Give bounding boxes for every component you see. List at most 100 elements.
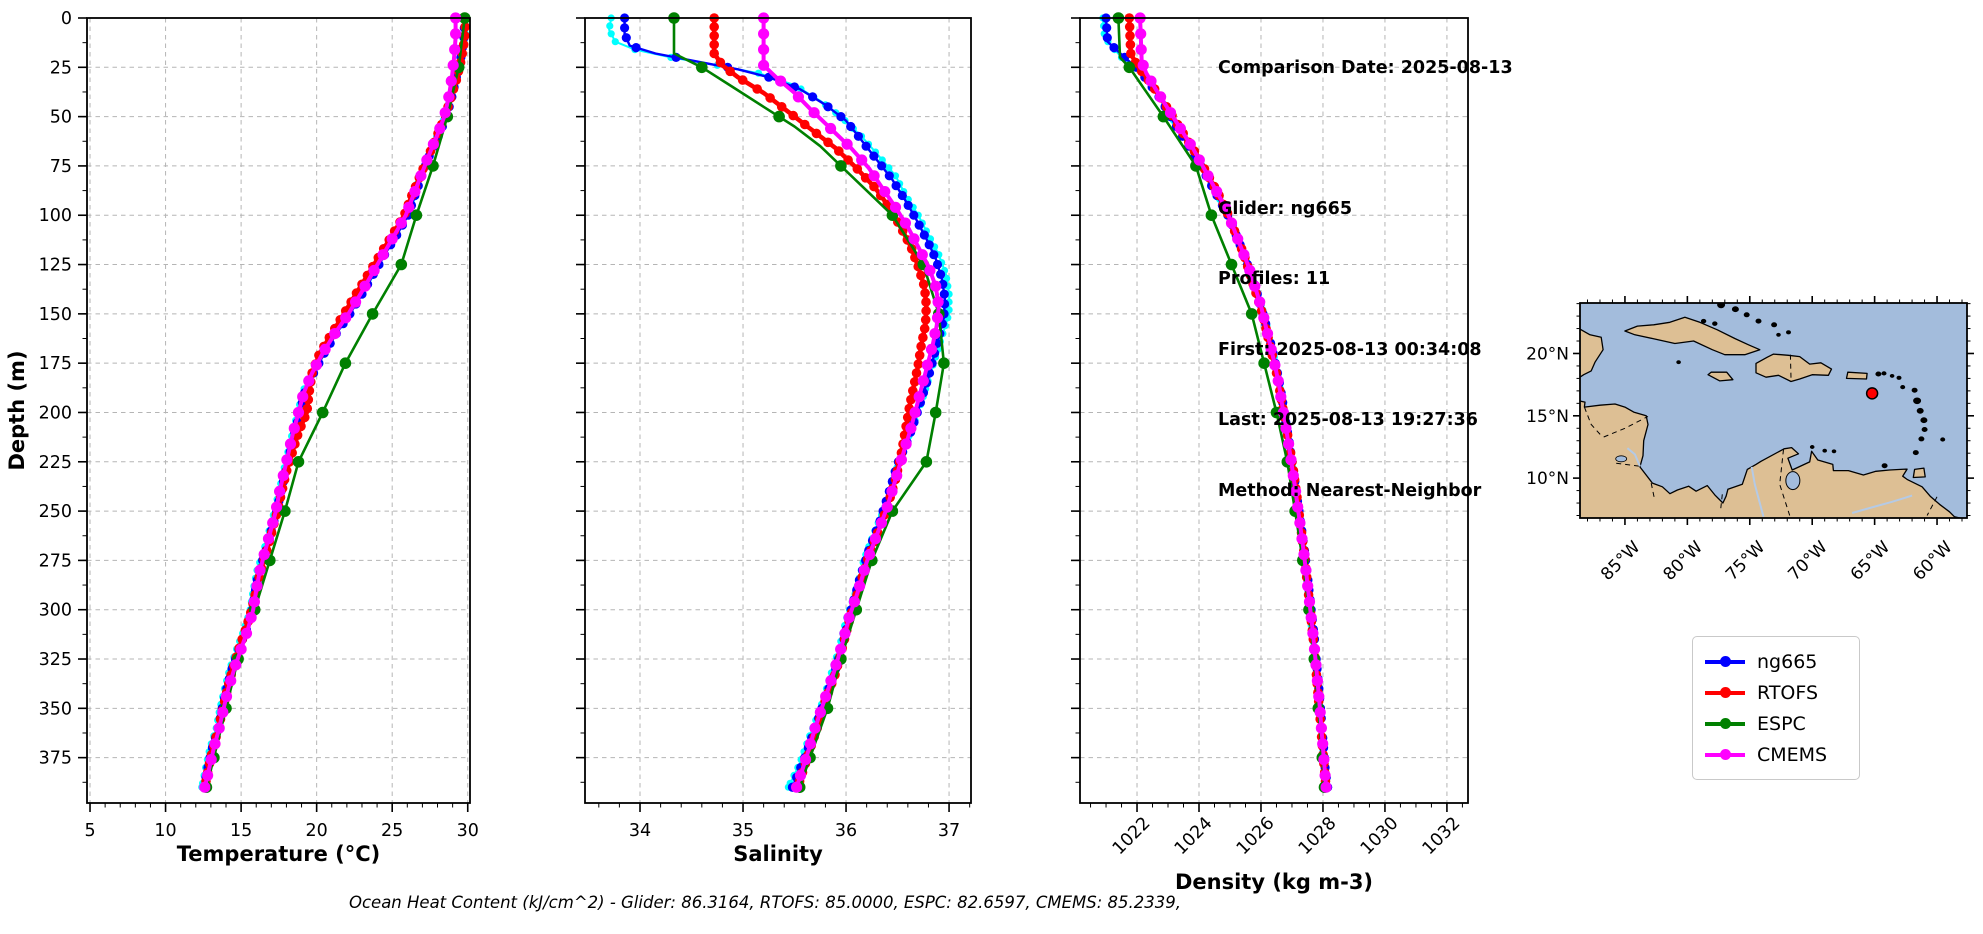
- marker-ESPC: [938, 357, 950, 370]
- profile-line-CMEMS: [1138, 16, 1329, 790]
- marker-RTOFS: [906, 394, 916, 405]
- marker-ESPC: [339, 357, 352, 370]
- marker-ESPC: [410, 209, 423, 221]
- legend-item-cmems: CMEMS: [1705, 739, 1847, 770]
- marker-ESPC: [292, 456, 305, 468]
- map-lon-label: 85°W: [1597, 537, 1644, 584]
- y-tick-label: 50: [50, 108, 72, 128]
- marker-CMEMS: [1303, 596, 1316, 608]
- marker-RTOFS: [715, 57, 726, 68]
- map-island: [1831, 449, 1837, 454]
- salinity-panel: 34 35 36 37 Salinity: [576, 12, 972, 866]
- marker-CMEMS: [439, 107, 451, 119]
- map-island: [1911, 387, 1918, 393]
- map-island: [1881, 371, 1887, 376]
- map-island: [1918, 436, 1925, 442]
- marker-CMEMS: [1261, 328, 1274, 340]
- map-island: [1700, 318, 1707, 324]
- map-island: [1822, 448, 1827, 453]
- marker-CMEMS: [1225, 217, 1238, 229]
- map-island: [1913, 397, 1922, 405]
- marker-RTOFS: [843, 155, 853, 165]
- y-tick-label: 200: [39, 403, 72, 423]
- marker-CMEMS: [277, 470, 289, 482]
- series-CMEMS: [199, 12, 462, 793]
- marker-CMEMS: [854, 580, 866, 592]
- marker-ng665-raw: [611, 38, 619, 46]
- marker-RTOFS: [1124, 22, 1135, 32]
- marker-CMEMS: [217, 706, 229, 718]
- marker-CMEMS: [220, 690, 233, 703]
- marker-CMEMS: [450, 28, 462, 40]
- marker-ng665: [897, 190, 907, 201]
- marker-ng665: [903, 200, 913, 210]
- marker-CMEMS: [1137, 59, 1149, 71]
- marker-CMEMS: [245, 612, 257, 624]
- marker-RTOFS: [913, 359, 924, 369]
- marker-ng665-raw: [606, 22, 614, 30]
- marker-ng665: [808, 92, 818, 102]
- marker-ESPC: [1225, 258, 1238, 271]
- marker-CMEMS: [848, 596, 861, 608]
- marker-RTOFS: [916, 341, 926, 352]
- marker-RTOFS: [1125, 39, 1136, 50]
- last-time-text: Last: 2025-08-13 19:27:36: [1218, 410, 1478, 430]
- x-tick-label: 1030: [1357, 813, 1403, 859]
- map-river: [1750, 466, 1765, 518]
- marker-RTOFS: [725, 66, 735, 77]
- map-border: [1789, 354, 1792, 378]
- y-tick-label: 275: [39, 551, 72, 571]
- marker-CMEMS: [292, 406, 305, 419]
- marker-CMEMS: [1311, 675, 1323, 687]
- marker-CMEMS: [329, 328, 341, 340]
- map-land-cuba: [1624, 316, 1761, 356]
- map-island: [1786, 330, 1791, 335]
- marker-ng665: [846, 121, 856, 132]
- plot-frame: [584, 17, 972, 804]
- y-tick-label: 250: [39, 502, 72, 522]
- marker-CMEMS: [434, 122, 446, 135]
- marker-CMEMS: [395, 217, 407, 229]
- marker-CMEMS: [1232, 233, 1244, 245]
- y-tick-label: 350: [39, 699, 72, 719]
- marker-CMEMS: [443, 91, 455, 103]
- map-border: [1616, 462, 1641, 467]
- marker-CMEMS: [930, 280, 942, 292]
- marker-CMEMS: [1298, 548, 1310, 561]
- first-time-text: First: 2025-08-13 00:34:08: [1218, 339, 1482, 360]
- map-border: [1719, 494, 1723, 512]
- marker-CMEMS: [1308, 643, 1321, 655]
- map-lon-label: 65°W: [1847, 537, 1894, 584]
- x-tick-label: 30: [457, 821, 479, 841]
- x-axis-label: Temperature (°C): [177, 842, 380, 866]
- y-tick-label: 375: [39, 749, 72, 769]
- marker-CMEMS: [262, 533, 275, 545]
- x-tick-label: 1026: [1233, 813, 1279, 859]
- marker-CMEMS: [932, 296, 944, 308]
- x-tick-label: 1022: [1109, 813, 1155, 859]
- marker-RTOFS: [918, 332, 928, 343]
- y-tick-label: 125: [39, 256, 72, 276]
- marker-ESPC: [920, 456, 933, 468]
- x-tick-label: 34: [629, 821, 651, 841]
- marker-RTOFS: [920, 315, 931, 325]
- marker-CMEMS: [368, 264, 380, 277]
- marker-CMEMS: [899, 217, 912, 229]
- marker-CMEMS: [868, 170, 880, 182]
- marker-ESPC: [929, 406, 942, 419]
- x-tick-label: 25: [381, 821, 403, 841]
- marker-CMEMS: [1254, 296, 1266, 308]
- marker-ESPC: [395, 258, 408, 271]
- marker-CMEMS: [1294, 517, 1306, 529]
- map-island: [1916, 407, 1924, 414]
- marker-CMEMS: [1164, 107, 1177, 119]
- marker-RTOFS: [909, 377, 920, 387]
- marker-ng665: [929, 250, 939, 260]
- method-text: Method: Nearest-Neighbor: [1218, 480, 1482, 501]
- marker-CMEMS: [284, 438, 297, 450]
- glider-position-marker: [1865, 387, 1879, 400]
- marker-CMEMS: [800, 754, 812, 766]
- marker-ng665: [1102, 33, 1112, 43]
- comparison-date-text: Comparison Date: 2025-08-13: [1218, 58, 1513, 78]
- marker-CMEMS: [248, 596, 260, 608]
